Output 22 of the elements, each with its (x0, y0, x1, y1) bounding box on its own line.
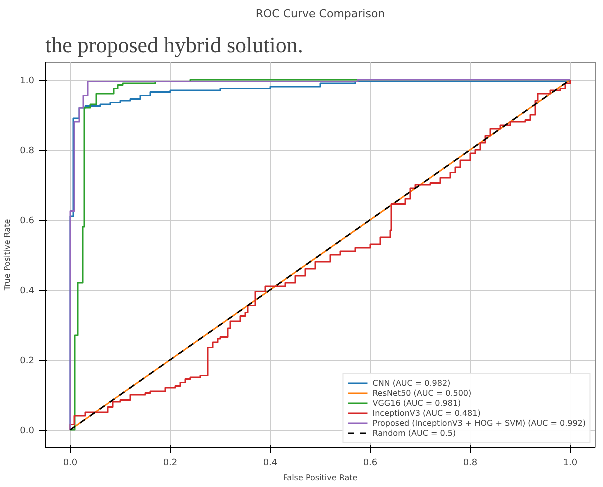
x-axis-title: False Positive Rate (283, 474, 358, 482)
x-tick-label: 0.8 (463, 458, 478, 468)
x-tick-label: 0.2 (163, 458, 178, 468)
x-tick-label: 1.0 (563, 458, 578, 468)
legend-label: InceptionV3 (AUC = 0.481) (372, 408, 481, 418)
y-tick-label: 0.2 (20, 356, 35, 366)
legend-label: ResNet50 (AUC = 0.500) (372, 388, 472, 398)
legend-label: Random (AUC = 0.5) (372, 428, 456, 438)
x-tick-label: 0.6 (363, 458, 378, 468)
y-tick-label: 0.8 (20, 146, 35, 156)
y-tick-label: 0.6 (20, 216, 35, 226)
text: the proposed hybrid solution. (46, 32, 304, 58)
y-tick-label: 0.4 (20, 286, 35, 296)
legend-label: VGG16 (AUC = 0.981) (372, 398, 462, 408)
legend-label: CNN (AUC = 0.982) (372, 378, 451, 388)
chart-title: ROC Curve Comparison (256, 8, 386, 20)
y-tick-label: 0.0 (20, 426, 35, 436)
x-tick-label: 0.4 (263, 458, 278, 468)
y-tick-label: 1.0 (20, 76, 35, 86)
legend-label: Proposed (InceptionV3 + HOG + SVM) (AUC = 0.992) (372, 418, 586, 428)
y-axis-title: True Positive Rate (3, 219, 12, 292)
x-tick-label: 0.0 (63, 458, 78, 468)
